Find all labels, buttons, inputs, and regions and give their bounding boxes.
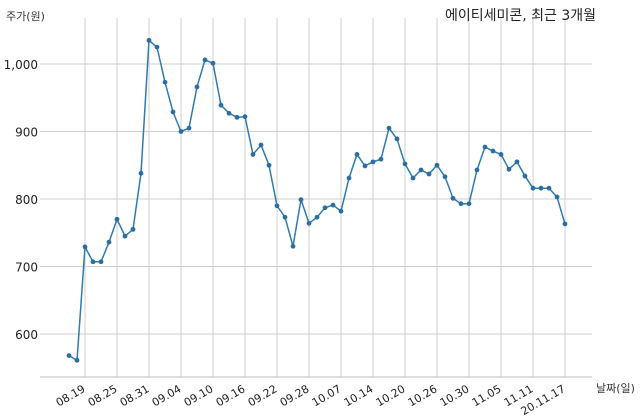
y-tick-label: 1,000 [4,58,38,72]
data-point-marker [194,84,200,90]
data-point-marker [418,167,424,173]
data-point-marker [522,173,528,179]
x-tick-label: 09.10 [182,382,216,409]
data-point-marker [266,162,272,168]
data-point-marker [114,216,120,222]
x-tick-label: 09.22 [246,382,280,409]
data-point-marker [346,175,352,181]
data-point-marker [138,170,144,176]
data-point-marker [106,239,112,245]
data-point-marker [338,208,344,214]
chart-title: 에이티세미콘, 최근 3개월 [444,8,596,24]
x-tick-label: 10.14 [342,382,376,409]
x-tick-label: 08.31 [118,382,152,409]
data-point-marker [250,152,256,157]
price-line [68,38,566,362]
data-point-marker [66,353,72,358]
x-tick-label: 11.05 [470,382,504,409]
x-tick-label: 08.25 [86,382,120,409]
data-point-marker [370,159,376,165]
data-point-marker [98,259,104,265]
data-point-marker [394,136,400,142]
data-point-marker [490,148,496,154]
data-point-marker [410,175,416,181]
y-tick-label: 900 [15,126,38,140]
data-point-marker [290,243,296,249]
data-point-marker [170,109,176,115]
data-point-marker [482,144,488,150]
data-point-marker [90,259,96,265]
data-point-marker [306,220,312,226]
data-point-marker [178,129,184,134]
data-point-marker [434,162,440,168]
data-point-marker [122,233,128,239]
data-point-marker [538,185,544,191]
data-point-marker [554,194,560,200]
data-point-marker [162,79,168,85]
data-point-marker [130,226,136,232]
y-tick-label: 800 [15,193,38,207]
data-point-marker [362,163,368,169]
data-point-marker [450,195,456,201]
data-point-marker [298,197,304,203]
data-point-marker [426,171,432,177]
data-point-marker [530,185,536,191]
data-point-marker [186,125,192,131]
data-point-marker [322,205,328,211]
data-point-marker [274,203,280,209]
data-point-marker [402,161,408,167]
x-tick-label: 09.16 [214,382,248,409]
data-point-marker [82,244,88,250]
data-point-marker [514,159,520,165]
data-point-marker [354,152,360,157]
data-point-marker [498,152,504,157]
data-point-marker [258,142,264,148]
y-tick-label: 600 [15,328,38,342]
x-tick-label: 08.19 [54,382,88,409]
data-point-marker [74,357,80,363]
data-point-marker [458,201,464,207]
x-tick-label: 10.26 [406,382,440,409]
x-tick-label: 09.04 [150,382,184,409]
data-point-marker [314,214,320,220]
x-tick-label: 10.30 [438,382,472,409]
data-point-marker [210,60,216,66]
data-point-marker [378,156,384,162]
x-tick-label: 10.07 [310,382,344,409]
data-point-marker [202,57,208,63]
x-tick-label: 10.20 [374,382,408,409]
x-axis-label: 날짜(일) [596,382,635,395]
data-point-marker [218,102,224,108]
x-tick-label: 09.28 [278,382,312,409]
data-point-marker [282,214,288,220]
data-point-marker [442,174,448,180]
y-axis-label: 주가(원) [6,10,45,23]
data-point-marker [226,110,232,116]
data-point-marker [386,125,392,131]
data-point-marker [546,185,552,191]
data-point-marker [146,37,152,43]
data-point-marker [466,201,472,207]
data-point-marker [154,44,160,50]
data-point-marker [330,202,336,208]
data-point-marker [506,166,512,172]
data-point-marker [242,114,248,120]
y-tick-label: 700 [15,261,38,275]
data-point-marker [234,114,240,120]
data-point-marker [562,221,568,227]
data-point-marker [474,167,480,173]
